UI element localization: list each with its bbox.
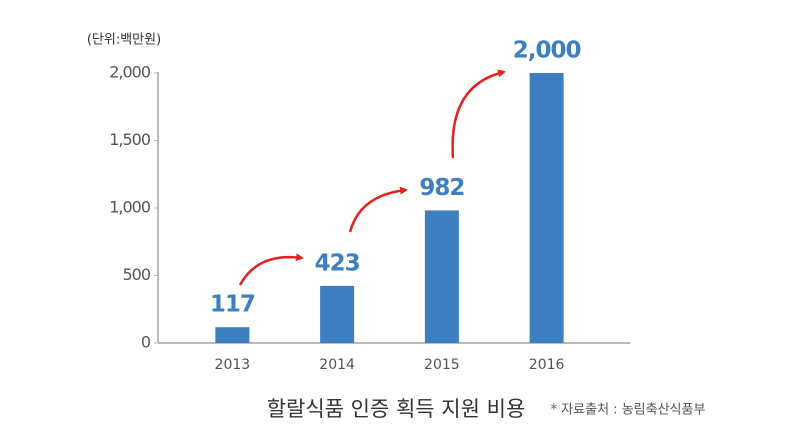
x-tick-label: 2013 [215, 357, 251, 373]
y-tick-label: 0 [141, 333, 151, 352]
unit-label: (단위:백만원) [87, 33, 161, 48]
arrow [238, 253, 304, 286]
value-label: 982 [419, 175, 464, 201]
arrow [348, 186, 408, 233]
arrow [451, 69, 506, 159]
y-tick-label: 1,000 [109, 198, 151, 217]
x-tick-label: 2015 [424, 357, 460, 373]
bar [529, 73, 564, 343]
x-tick-label: 2014 [319, 357, 355, 373]
y-tick-label: 1,500 [109, 130, 151, 149]
value-label: 2,000 [513, 38, 581, 64]
source: * 자료출처 : 농림축산식품부 [551, 403, 706, 418]
y-tick-label: 2,000 [109, 63, 151, 82]
bar [320, 285, 355, 343]
value-label: 117 [210, 292, 255, 318]
chart-title: 할랄식품 인증 획득 지원 비용 [267, 397, 526, 421]
x-tick-label: 2016 [529, 357, 565, 373]
value-label: 423 [315, 250, 360, 276]
arrows [238, 69, 506, 286]
bar [215, 327, 250, 343]
bar [424, 210, 459, 343]
y-tick-label: 500 [122, 265, 150, 284]
